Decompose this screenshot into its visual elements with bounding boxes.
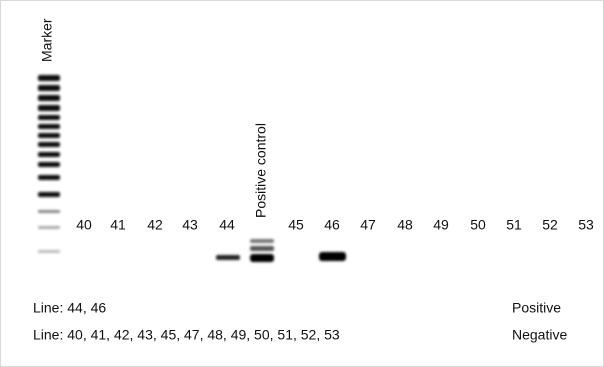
band-control-main bbox=[250, 254, 274, 262]
band-control-mid bbox=[250, 246, 274, 251]
result-lines: Line: 44, 46 bbox=[33, 300, 106, 316]
lane-label: 50 bbox=[470, 217, 486, 233]
lane-label: 47 bbox=[360, 217, 376, 233]
lane-label: 40 bbox=[76, 217, 92, 233]
result-status: Negative bbox=[512, 327, 567, 343]
result-status: Positive bbox=[512, 300, 561, 316]
band-control-upper bbox=[250, 239, 274, 243]
lane-label: 53 bbox=[578, 217, 594, 233]
result-lines: Line: 40, 41, 42, 43, 45, 47, 48, 49, 50… bbox=[33, 327, 340, 343]
lane-label: 43 bbox=[182, 217, 198, 233]
lane-label: 42 bbox=[147, 217, 163, 233]
lane-label: 51 bbox=[506, 217, 522, 233]
lane-label: 41 bbox=[110, 217, 126, 233]
lane-label: 45 bbox=[288, 217, 304, 233]
marker-label: Marker bbox=[39, 18, 55, 62]
band-46 bbox=[319, 252, 346, 261]
band-44 bbox=[216, 255, 240, 260]
lane-label: 46 bbox=[324, 217, 340, 233]
lane-label: 44 bbox=[219, 217, 235, 233]
control-label: Positive control bbox=[253, 123, 269, 218]
lane-label: 49 bbox=[433, 217, 449, 233]
gel-figure: Marker Positive control 40 41 42 43 44 4… bbox=[0, 0, 604, 367]
lane-label: 48 bbox=[397, 217, 413, 233]
lane-label: 52 bbox=[542, 217, 558, 233]
